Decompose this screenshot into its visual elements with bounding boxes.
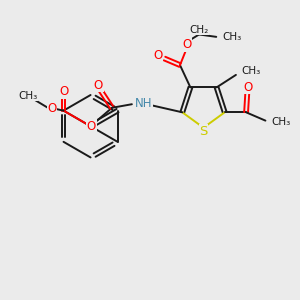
- Text: O: O: [244, 80, 253, 94]
- Text: O: O: [94, 79, 103, 92]
- Text: NH: NH: [135, 97, 152, 110]
- Text: CH₃: CH₃: [272, 117, 291, 127]
- Text: O: O: [182, 38, 191, 51]
- Text: CH₃: CH₃: [222, 32, 242, 42]
- Text: O: O: [47, 102, 57, 115]
- Text: S: S: [199, 125, 208, 138]
- Text: CH₃: CH₃: [18, 91, 37, 101]
- Text: O: O: [87, 120, 96, 133]
- Text: CH₂: CH₂: [189, 25, 208, 35]
- Text: O: O: [153, 49, 163, 62]
- Text: CH₃: CH₃: [242, 66, 261, 76]
- Text: O: O: [59, 85, 68, 98]
